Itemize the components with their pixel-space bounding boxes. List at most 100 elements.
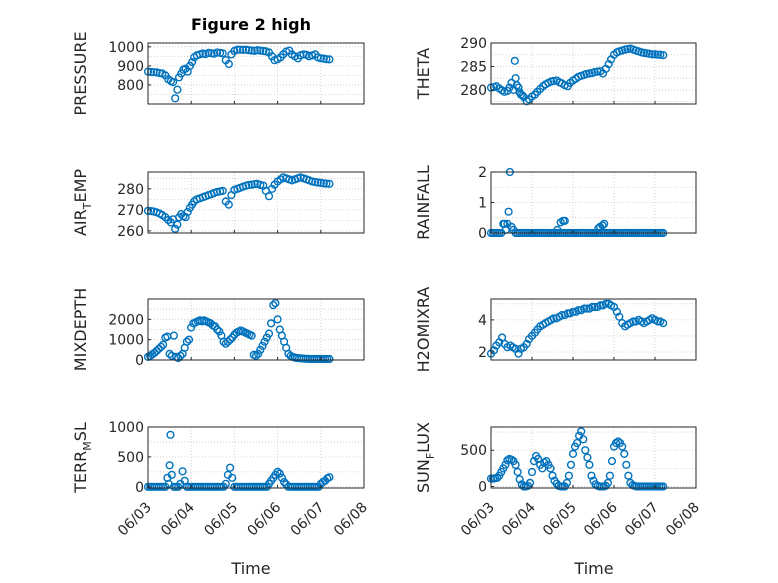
data-point xyxy=(659,51,668,60)
data-point xyxy=(583,453,592,462)
data-point xyxy=(629,317,638,326)
data-point xyxy=(546,464,555,473)
data-point xyxy=(152,68,161,77)
data-point xyxy=(615,312,624,321)
x-axis-label-left: Time xyxy=(230,559,270,578)
data-point xyxy=(244,46,253,55)
plot-area xyxy=(491,299,696,360)
data-point xyxy=(507,455,516,464)
data-point xyxy=(152,346,161,356)
data-point xyxy=(256,46,265,55)
data-point xyxy=(176,351,185,361)
data-point xyxy=(173,85,182,94)
data-point xyxy=(164,215,173,225)
data-point xyxy=(233,45,242,54)
y-tick-label: 800 xyxy=(117,78,144,94)
data-point xyxy=(603,478,613,488)
axes-box xyxy=(147,298,365,361)
data-point xyxy=(582,69,591,79)
data-point xyxy=(183,207,192,217)
x-tick-label: 06/08 xyxy=(331,500,371,540)
data-point xyxy=(254,349,263,359)
data-point xyxy=(235,45,245,54)
data-point xyxy=(590,67,599,77)
data-point xyxy=(560,216,569,225)
y-tick-label: 500 xyxy=(117,450,144,466)
data-point xyxy=(256,345,265,354)
y-axis-label: THETA xyxy=(414,48,433,100)
data-point xyxy=(264,329,274,338)
data-point xyxy=(587,471,596,480)
data-point xyxy=(167,470,176,479)
data-point xyxy=(267,319,276,328)
data-point xyxy=(659,319,668,328)
y-tick-label: 0 xyxy=(135,353,144,369)
data-point xyxy=(275,469,284,478)
data-point xyxy=(522,339,531,349)
data-point xyxy=(165,461,174,470)
data-point xyxy=(178,467,187,476)
subplot-7: 0 500 1000 06/03 06/04 06/05 06/06 06/07 06/08 TE… xyxy=(71,420,371,539)
data-point xyxy=(273,315,282,324)
data-point xyxy=(325,55,334,64)
data-point xyxy=(581,446,590,455)
data-point xyxy=(659,482,668,491)
data-point xyxy=(171,224,180,233)
series-markers xyxy=(143,430,334,491)
data-point xyxy=(156,342,166,351)
data-point xyxy=(549,76,558,86)
data-point xyxy=(525,478,535,488)
data-point xyxy=(562,478,572,488)
data-point xyxy=(244,180,253,190)
y-tick-label: 1 xyxy=(478,196,487,212)
data-point xyxy=(267,184,277,193)
y-tick-label: 0 xyxy=(478,226,487,242)
data-point xyxy=(264,192,274,201)
data-point xyxy=(514,349,523,358)
data-point xyxy=(182,337,192,346)
data-point xyxy=(568,307,578,316)
x-tick-label: 06/04 xyxy=(158,499,198,539)
y-tick-label: 280 xyxy=(117,182,144,198)
y-tick-label: 0 xyxy=(478,480,487,496)
data-point xyxy=(319,179,328,188)
data-point xyxy=(601,299,610,308)
data-point xyxy=(224,200,233,209)
subplot-2: 280 285 290 THETA xyxy=(414,36,697,106)
data-point xyxy=(226,335,235,344)
data-point xyxy=(150,348,159,358)
data-point xyxy=(322,179,331,188)
data-point xyxy=(579,435,588,444)
data-point xyxy=(518,91,527,100)
y-tick-label: 260 xyxy=(117,224,144,240)
x-tick-label: 06/06 xyxy=(245,499,285,539)
data-point xyxy=(174,353,183,363)
data-point xyxy=(572,438,582,448)
axes-box xyxy=(490,42,697,105)
data-point xyxy=(325,473,334,482)
data-point xyxy=(607,457,617,466)
data-point xyxy=(215,327,224,336)
data-point xyxy=(527,467,537,477)
data-point xyxy=(529,457,539,466)
data-point xyxy=(605,471,615,480)
x-tick-label: 06/03 xyxy=(458,500,498,540)
subplot-4: 0 1 2 RAINFALL xyxy=(414,165,697,242)
data-point xyxy=(325,179,334,188)
subplot-8: 0 500 06/03 06/04 06/05 06/06 06/07 06/08 SUNFLU… xyxy=(414,422,703,539)
data-point xyxy=(585,69,594,78)
data-point xyxy=(226,463,235,472)
data-point xyxy=(577,427,586,436)
y-axis-label: MIXDEPTH xyxy=(71,288,90,371)
data-point xyxy=(515,475,524,484)
data-point xyxy=(273,467,282,477)
y-tick-label: 1000 xyxy=(108,333,144,349)
data-point xyxy=(604,59,613,69)
data-point xyxy=(159,340,168,349)
data-point xyxy=(611,438,621,448)
data-point xyxy=(253,46,262,55)
data-point xyxy=(223,337,233,346)
data-point xyxy=(213,48,222,57)
y-tick-label: 500 xyxy=(460,443,487,459)
